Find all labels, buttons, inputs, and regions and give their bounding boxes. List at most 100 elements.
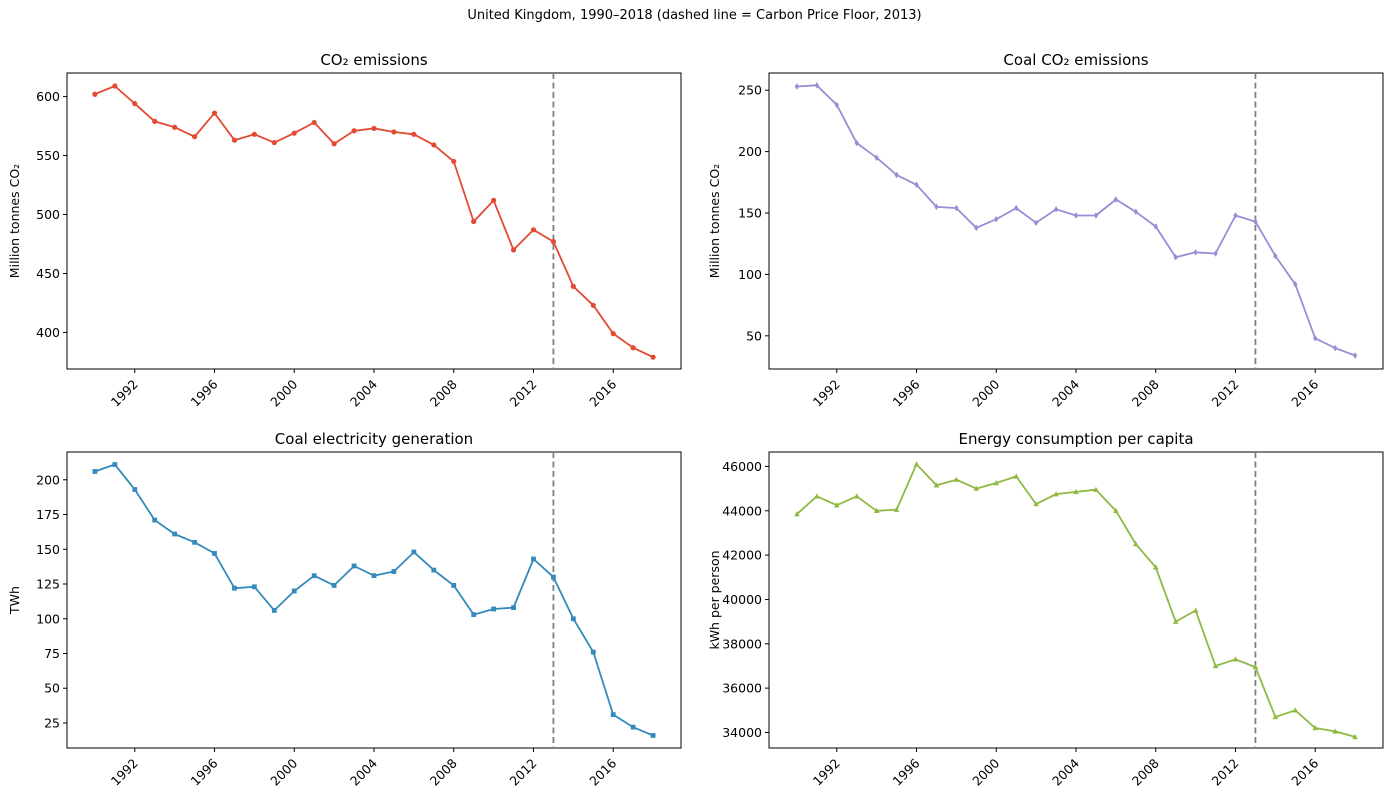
y-tick-label: 500 [36, 207, 60, 222]
data-point [630, 345, 636, 351]
data-point [1332, 728, 1338, 734]
data-point [1293, 281, 1298, 288]
data-point [152, 118, 158, 124]
data-point [1292, 707, 1299, 713]
data-point [1212, 662, 1219, 669]
y-tick-label: 400 [36, 325, 60, 340]
y-axis-label: Million tonnes CO₂ [707, 164, 722, 278]
data-point [531, 556, 536, 562]
data-point [92, 91, 98, 97]
data-point [570, 616, 576, 622]
data-point [1313, 335, 1318, 342]
data-point [251, 131, 257, 137]
data-point [271, 139, 277, 146]
y-tick-label: 46000 [722, 459, 762, 474]
data-point [1272, 713, 1279, 720]
y-tick-label: 150 [36, 542, 60, 557]
x-tick-label: 2000 [969, 376, 1002, 409]
y-tick-label: 550 [36, 148, 60, 163]
x-tick-label: 2000 [267, 376, 300, 409]
x-tick-label: 2004 [1049, 755, 1082, 788]
data-point [331, 141, 337, 147]
chart-panel-3: Coal electricity generation 25 50 75 100 125 1… [7, 430, 682, 789]
chart-title: CO₂ emissions [320, 51, 428, 69]
y-tick-label: 40000 [722, 592, 762, 607]
x-tick-label: 2008 [1129, 376, 1162, 409]
data-point [471, 218, 477, 225]
y-tick-label: 50 [44, 681, 60, 696]
y-tick-label: 36000 [722, 681, 762, 696]
data-point [172, 124, 178, 130]
data-point [371, 125, 377, 132]
data-point [1133, 541, 1139, 547]
data-point [411, 131, 417, 137]
data-point [834, 101, 839, 109]
data-point [132, 487, 138, 492]
data-point [1233, 212, 1238, 219]
data-point [351, 563, 357, 569]
data-point [814, 493, 820, 499]
data-point [510, 247, 517, 253]
x-tick-label: 1992 [108, 377, 141, 410]
data-point [1113, 507, 1119, 513]
data-point [1213, 250, 1218, 257]
x-tick-label: 2016 [586, 755, 619, 788]
data-point [1073, 488, 1079, 495]
data-point [1153, 223, 1158, 230]
data-point [894, 171, 899, 179]
y-tick-label: 42000 [722, 548, 762, 563]
x-tick-label: 2004 [1049, 376, 1082, 409]
data-point [311, 119, 317, 126]
data-point [451, 583, 457, 588]
x-tick-label: 2016 [1288, 755, 1321, 788]
y-tick-label: 100 [738, 267, 762, 282]
data-point [1053, 206, 1059, 213]
data-point [833, 502, 840, 508]
data-point [351, 128, 357, 134]
data-point [152, 517, 158, 523]
data-point [854, 139, 859, 147]
y-tick-label: 44000 [722, 503, 762, 518]
data-point [291, 130, 297, 136]
y-tick-label: 200 [36, 472, 60, 487]
y-tick-label: 600 [36, 89, 60, 104]
data-point [1232, 656, 1239, 662]
data-point [1352, 352, 1358, 359]
data-point [1133, 208, 1139, 215]
data-point [1193, 249, 1198, 256]
data-point [914, 181, 919, 188]
data-point [471, 612, 477, 617]
x-tick-label: 1996 [188, 376, 221, 409]
data-point [933, 482, 940, 488]
data-point [873, 507, 880, 513]
data-point [112, 83, 118, 89]
x-tick-label: 1996 [890, 755, 923, 788]
y-tick-label: 38000 [722, 636, 762, 651]
x-tick-label: 1992 [108, 756, 141, 789]
series-line [94, 463, 654, 737]
y-axis-label: kWh per person [707, 550, 722, 649]
x-tick-label: 1996 [188, 755, 221, 788]
x-tick-label: 1992 [810, 377, 843, 410]
data-point [331, 583, 337, 588]
data-point [431, 142, 437, 148]
y-tick-label: 75 [44, 646, 60, 661]
data-point [590, 649, 596, 655]
data-point [934, 203, 939, 211]
data-point [311, 573, 317, 579]
data-point [551, 574, 556, 580]
figure-suptitle: United Kingdom, 1990–2018 (dashed line =… [467, 8, 922, 23]
chart-title: Coal electricity generation [275, 430, 473, 448]
data-point [491, 197, 497, 203]
y-tick-label: 150 [738, 206, 762, 221]
data-point [132, 101, 138, 107]
data-point [1013, 473, 1019, 479]
data-point [1192, 607, 1199, 613]
x-tick-label: 2000 [969, 755, 1002, 788]
data-point [953, 476, 960, 482]
x-tick-label: 2012 [1209, 377, 1242, 410]
data-point [1252, 664, 1259, 670]
data-point [610, 331, 616, 337]
data-point [550, 239, 557, 245]
